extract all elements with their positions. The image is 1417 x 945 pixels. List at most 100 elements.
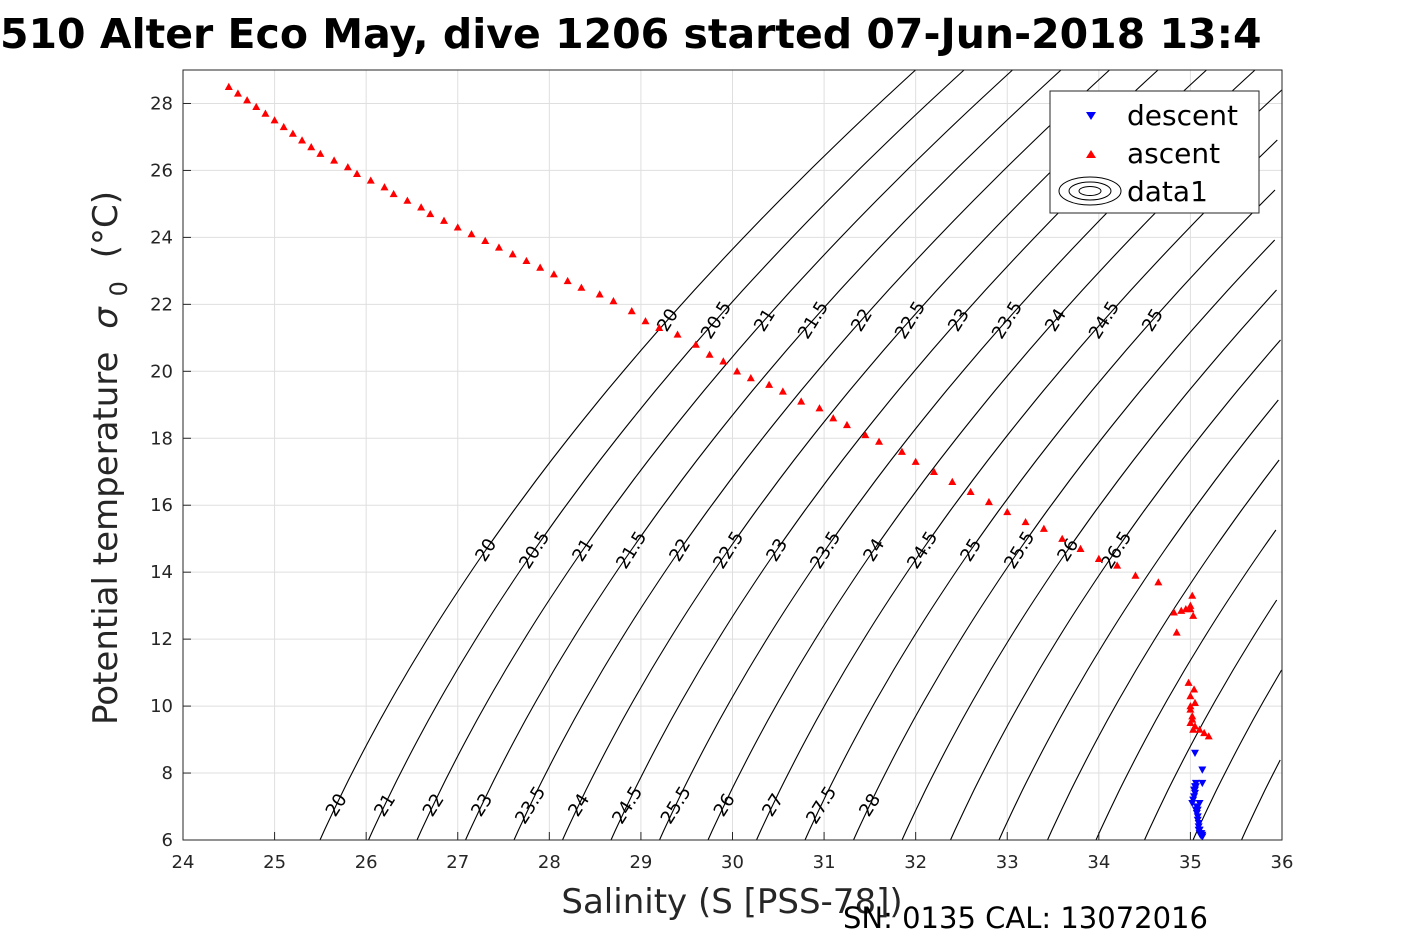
density-contour — [513, 69, 1110, 841]
ascent-point — [673, 330, 682, 338]
x-tick-label: 36 — [1271, 852, 1294, 873]
contour-label: 20.5 — [515, 528, 554, 573]
legend-data1-label: data1 — [1127, 175, 1208, 208]
x-tick-label: 31 — [813, 852, 836, 873]
x-tick-label: 33 — [996, 852, 1019, 873]
density-contour — [464, 69, 1062, 841]
ascent-point — [815, 404, 824, 412]
density-contour — [707, 89, 1283, 841]
y-ticks: 6 8 10 12 14 16 18 20 22 24 26 28 — [150, 93, 191, 851]
contour-label: 23.5 — [806, 528, 845, 573]
density-contour — [367, 69, 965, 841]
y-tick-label: 10 — [150, 696, 173, 717]
x-tick-label: 28 — [538, 852, 561, 873]
contour-label: 22.5 — [709, 528, 748, 573]
ascent-point — [243, 96, 252, 104]
contour-label: 23.5 — [511, 783, 550, 828]
ascent-point — [897, 447, 906, 455]
descent-point — [1198, 766, 1207, 774]
ascent-point — [380, 183, 389, 191]
ascent-point — [549, 270, 558, 278]
x-tick-label: 24 — [172, 852, 195, 873]
x-tick-label: 30 — [721, 852, 744, 873]
ascent-point — [1169, 608, 1178, 616]
ascent-point — [522, 256, 531, 265]
ascent-point — [1184, 678, 1193, 686]
contour-label: 21 — [568, 535, 598, 566]
ascent-point — [563, 276, 572, 285]
ascent-point — [595, 290, 604, 298]
contour-label: 24 — [859, 535, 889, 566]
ascent-point — [440, 216, 449, 224]
ascent-point — [298, 136, 307, 144]
ascent-point — [1186, 692, 1195, 700]
y-tick-label: 26 — [150, 160, 173, 181]
y-tick-label: 24 — [150, 227, 173, 248]
ascent-point — [948, 477, 957, 485]
ascent-point — [1200, 728, 1209, 737]
contour-label: 22 — [665, 535, 695, 566]
contour-label: 21.5 — [612, 528, 651, 573]
contour-label: 27.5 — [802, 783, 841, 828]
x-tick-label: 34 — [1087, 852, 1110, 873]
ascent-point — [1195, 725, 1204, 733]
legend-ascent-marker — [1086, 150, 1096, 158]
ascent-point — [481, 236, 490, 244]
density-contour — [1192, 669, 1283, 841]
contour-label: 28 — [855, 790, 885, 821]
ascent-point — [330, 156, 339, 164]
ascent-point — [797, 397, 806, 405]
y-tick-label: 22 — [150, 294, 173, 315]
legend: descent ascent data1 — [1049, 90, 1260, 214]
ascent-point — [353, 169, 362, 177]
ascent-point — [453, 223, 462, 231]
descent-point — [1193, 806, 1202, 814]
ascent-point — [494, 243, 503, 251]
y-axis-label-subscript: 0 — [105, 281, 133, 296]
ascent-point — [1058, 534, 1067, 542]
ascent-point — [1188, 591, 1197, 599]
ascent-point — [875, 437, 884, 445]
contour-label: 20 — [471, 535, 501, 566]
ascent-point — [641, 317, 650, 325]
y-tick-label: 8 — [162, 763, 173, 784]
ascent-point — [1190, 698, 1199, 706]
ascent-point — [366, 176, 375, 184]
x-tick-label: 27 — [446, 852, 469, 873]
ascent-point — [984, 497, 993, 506]
ascent-point — [929, 467, 938, 475]
ascent-point — [691, 340, 700, 348]
ascent-point — [426, 209, 435, 218]
y-tick-label: 14 — [150, 562, 173, 583]
y-axis-label-unit: (°C) — [86, 191, 126, 258]
ascent-point — [829, 414, 838, 422]
density-contour — [949, 339, 1281, 841]
density-contour — [1143, 599, 1278, 841]
x-tick-label: 35 — [1179, 852, 1202, 873]
ascent-point — [627, 307, 636, 315]
ascent-point — [417, 203, 426, 211]
ascent-point — [1003, 507, 1012, 516]
ascent-point — [842, 420, 851, 429]
y-tick-label: 20 — [150, 361, 173, 382]
x-tick-label: 25 — [263, 852, 286, 873]
y-tick-label: 6 — [162, 830, 173, 851]
contour-label: 22 — [419, 790, 449, 821]
density-contour — [804, 189, 1276, 841]
ascent-point — [765, 380, 774, 388]
ascent-point — [1204, 732, 1213, 740]
contour-label: 24 — [564, 790, 594, 821]
descent-point — [1198, 833, 1207, 841]
x-tick-label: 29 — [629, 852, 652, 873]
legend-box — [1049, 90, 1260, 214]
ascent-point — [233, 89, 242, 97]
contour-label: 27 — [758, 790, 788, 821]
y-tick-label: 12 — [150, 629, 173, 650]
y-tick-label: 18 — [150, 428, 173, 449]
ascent-point — [536, 263, 545, 271]
ascent-point — [609, 297, 618, 305]
ascent-point — [1186, 702, 1195, 710]
ascent-point — [279, 122, 288, 131]
ascent-point — [1172, 628, 1181, 636]
